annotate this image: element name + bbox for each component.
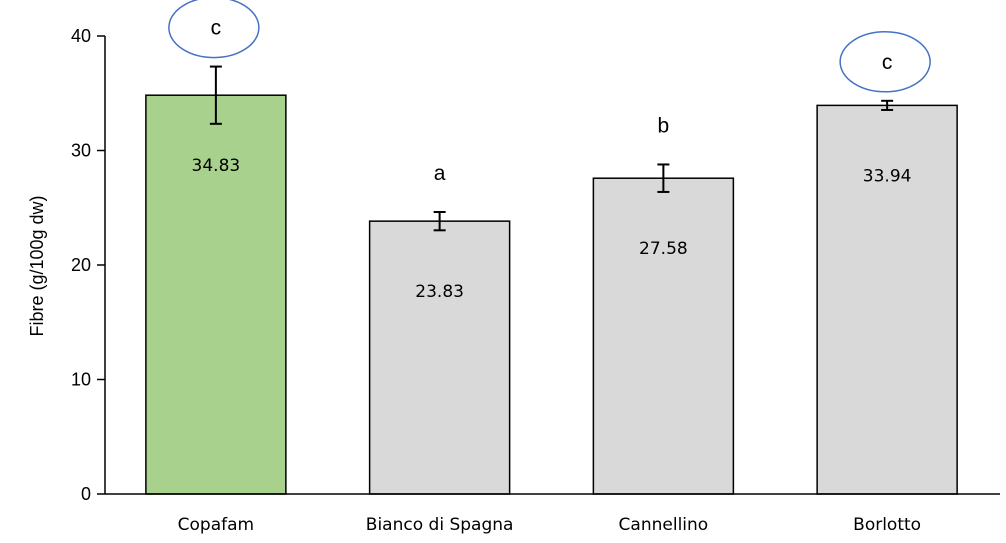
significance-letter: c: [882, 51, 893, 74]
value-label: 27.58: [639, 239, 688, 259]
error-bars: [209, 65, 894, 232]
x-tick-label: Borlotto: [853, 515, 921, 535]
significance-letter: c: [211, 17, 222, 40]
x-tick-label: Cannellino: [619, 515, 709, 535]
bar: [145, 94, 287, 495]
x-tick-label: Bianco di Spagna: [366, 515, 514, 535]
bars: [145, 94, 958, 495]
bar: [368, 220, 511, 495]
y-tick-label: 20: [71, 255, 91, 275]
y-tick-label: 30: [71, 141, 91, 161]
y-tick-label: 10: [71, 370, 91, 390]
value-label: 33.94: [863, 166, 912, 186]
y-axis: 0 10 20 30 40: [71, 26, 106, 504]
y-tick-label: 0: [81, 484, 91, 504]
bar: [816, 104, 958, 495]
value-label: 34.83: [192, 156, 241, 176]
x-axis: Copafam Bianco di Spagna Cannellino Borlott…: [105, 493, 1000, 535]
x-tick-label: Copafam: [178, 515, 254, 535]
significance-letter: b: [658, 114, 670, 137]
data-labels: 34.83 23.83 27.58 33.94: [192, 156, 912, 302]
highlight-circle: [839, 31, 931, 93]
y-tick-label: 40: [71, 26, 91, 46]
bar: [592, 177, 735, 495]
y-axis-label: Fibre (g/100g dw): [27, 195, 47, 336]
significance-letter: a: [434, 162, 446, 185]
value-label: 23.83: [415, 282, 464, 302]
